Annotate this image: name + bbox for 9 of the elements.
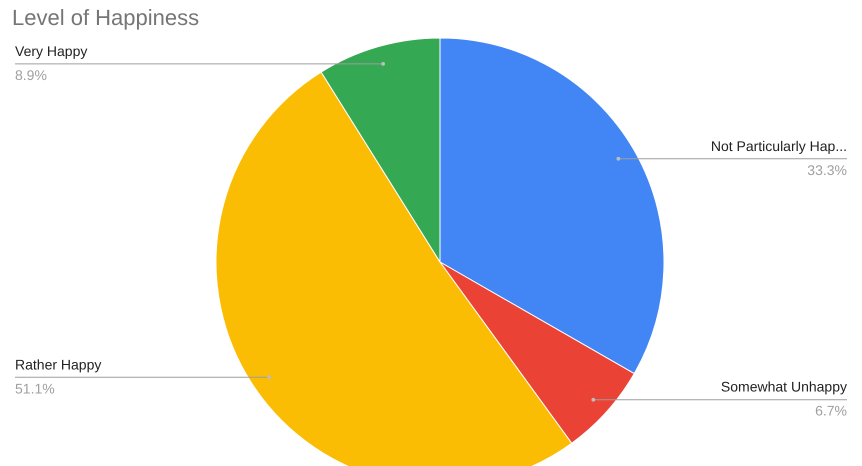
slice-label: Somewhat Unhappy bbox=[720, 378, 847, 395]
slice-label: Not Particularly Hap... bbox=[710, 138, 847, 154]
slice-label: Rather Happy bbox=[15, 356, 102, 372]
slice-label: Very Happy bbox=[15, 42, 88, 59]
data-label: 6.7% bbox=[815, 402, 847, 419]
data-label: 51.1% bbox=[15, 380, 55, 396]
chart-title: Level of Happiness bbox=[12, 5, 200, 30]
data-label: 33.3% bbox=[807, 162, 847, 178]
data-label: 8.9% bbox=[15, 66, 47, 83]
